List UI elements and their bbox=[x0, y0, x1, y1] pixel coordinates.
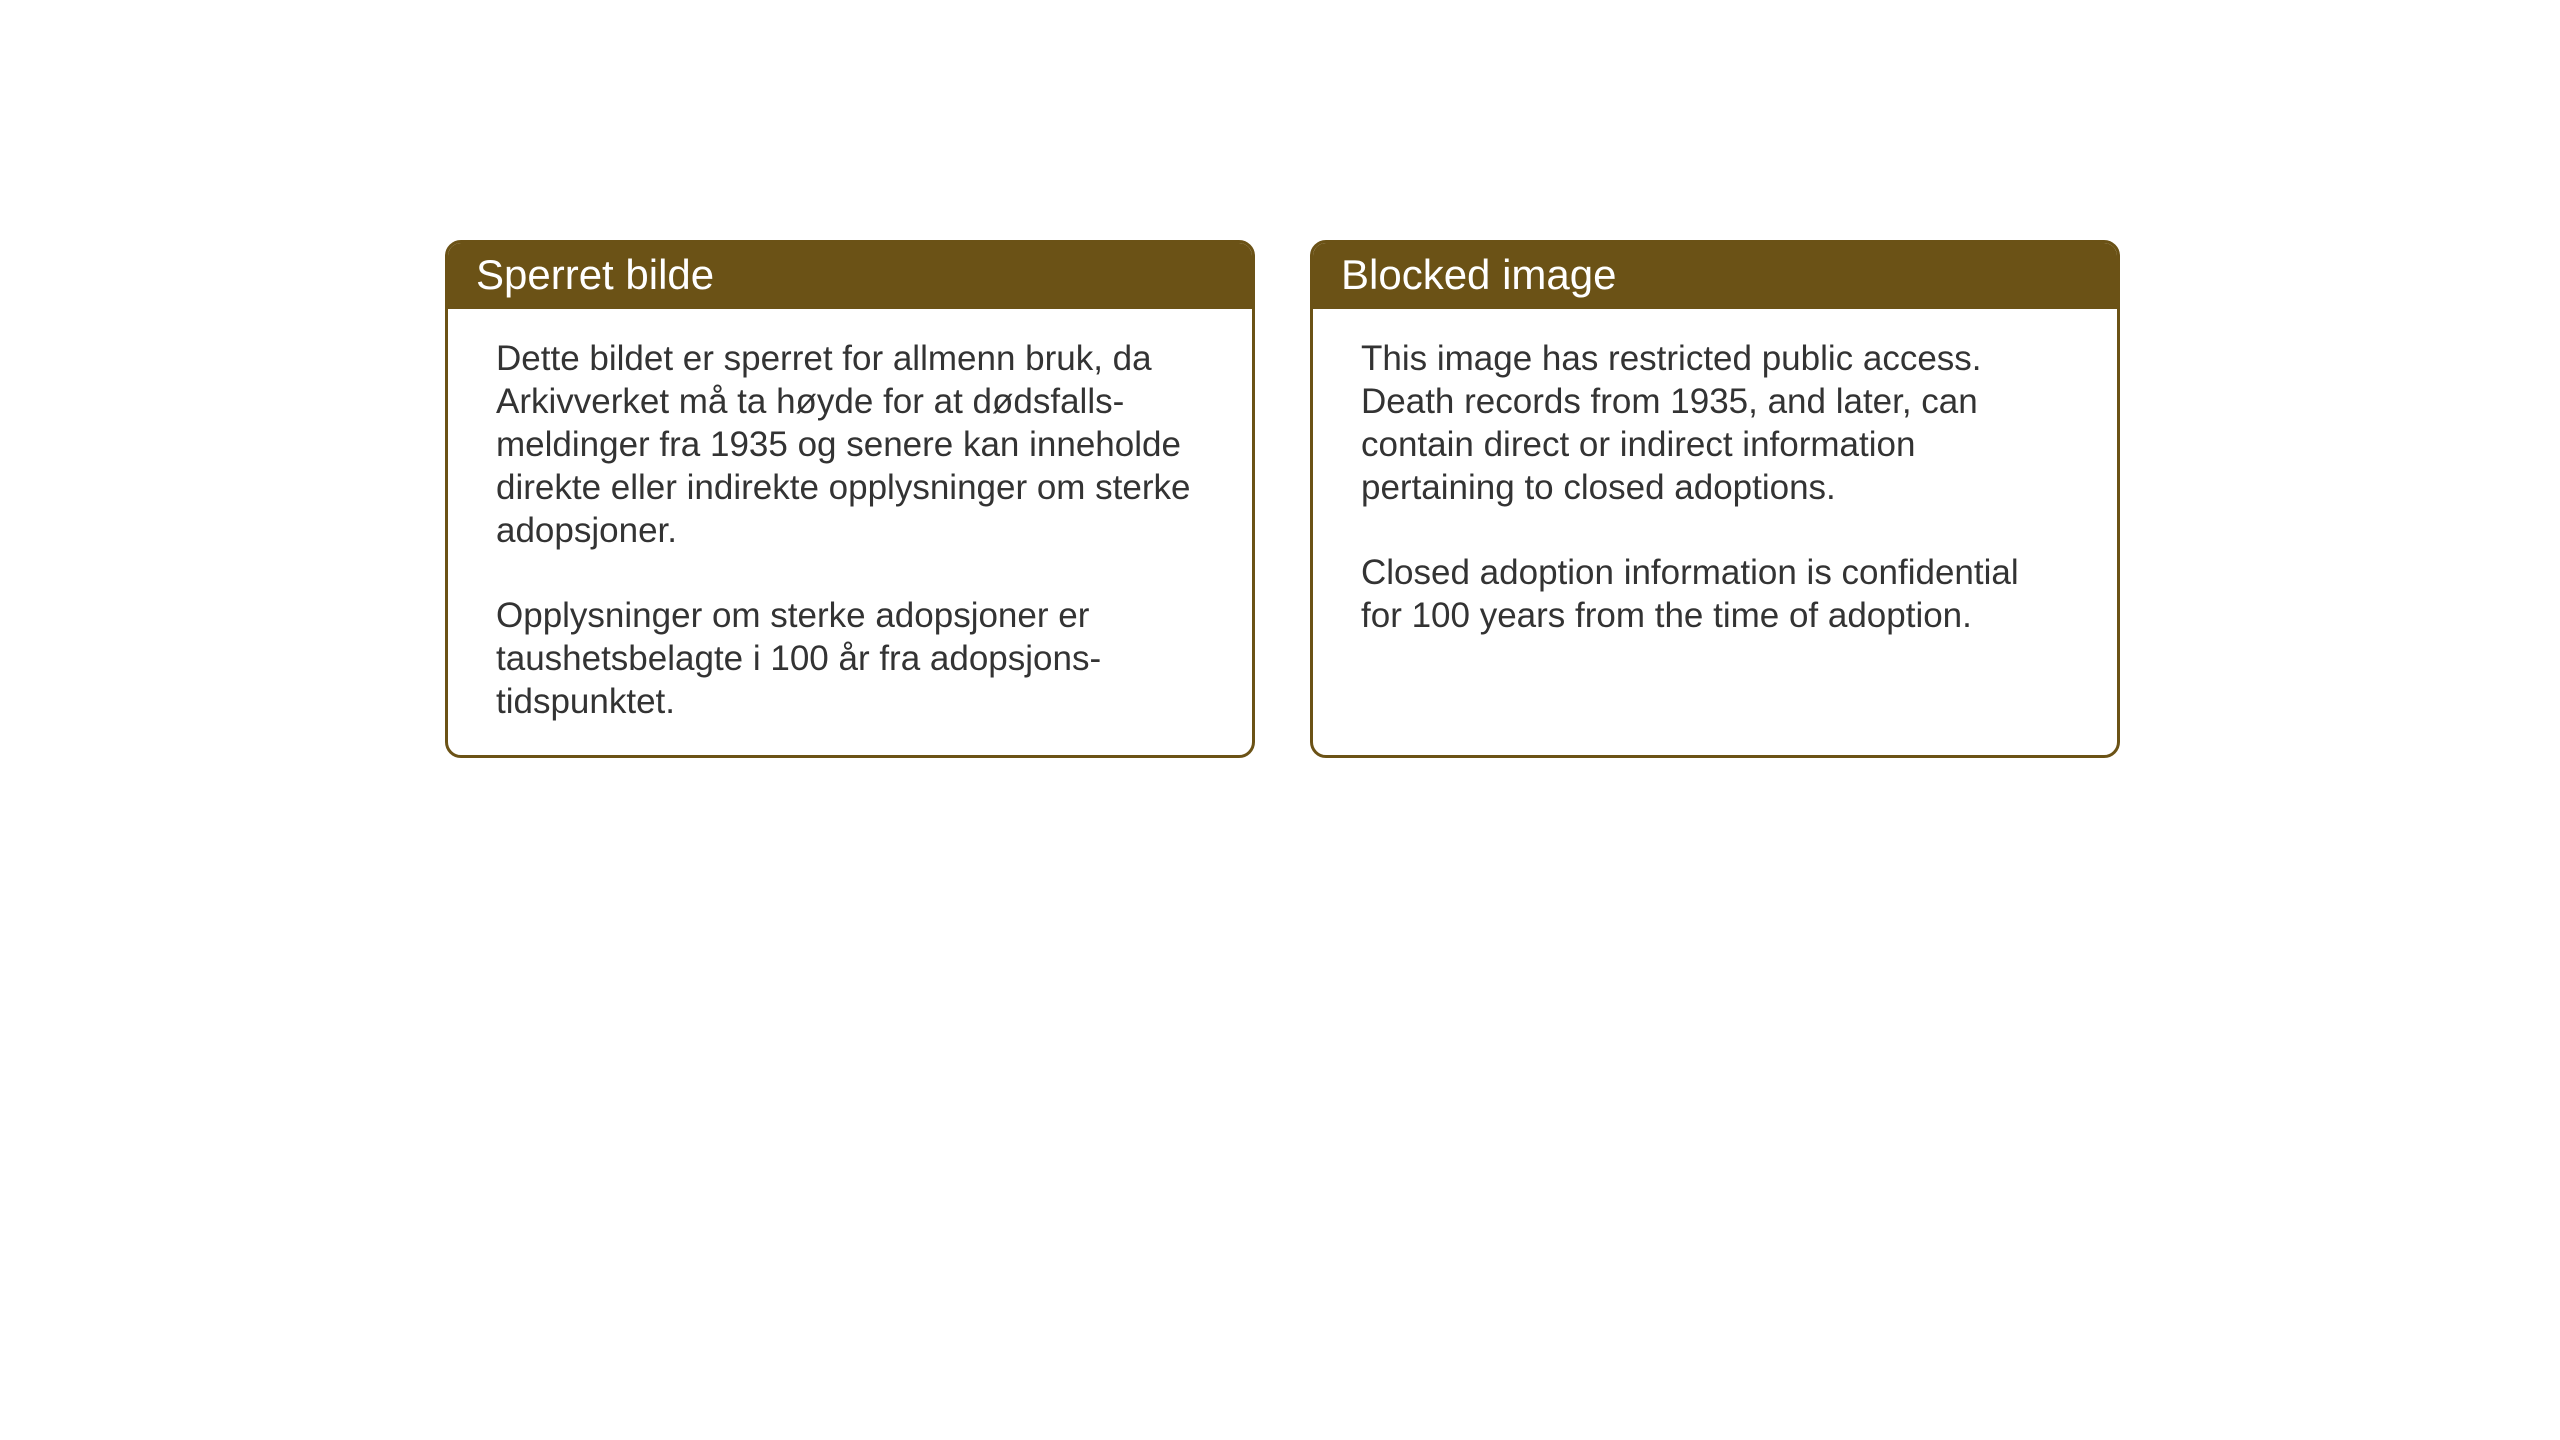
notice-container: Sperret bilde Dette bildet er sperret fo… bbox=[445, 240, 2120, 758]
notice-paragraph-1-norwegian: Dette bildet er sperret for allmenn bruk… bbox=[496, 337, 1204, 552]
notice-card-english: Blocked image This image has restricted … bbox=[1310, 240, 2120, 758]
notice-title-english: Blocked image bbox=[1341, 251, 1616, 298]
notice-body-english: This image has restricted public access.… bbox=[1313, 309, 2117, 669]
notice-body-norwegian: Dette bildet er sperret for allmenn bruk… bbox=[448, 309, 1252, 755]
notice-paragraph-2-norwegian: Opplysninger om sterke adopsjoner er tau… bbox=[496, 594, 1204, 723]
notice-title-norwegian: Sperret bilde bbox=[476, 251, 714, 298]
notice-paragraph-1-english: This image has restricted public access.… bbox=[1361, 337, 2069, 509]
notice-card-norwegian: Sperret bilde Dette bildet er sperret fo… bbox=[445, 240, 1255, 758]
notice-header-english: Blocked image bbox=[1313, 243, 2117, 309]
notice-header-norwegian: Sperret bilde bbox=[448, 243, 1252, 309]
notice-paragraph-2-english: Closed adoption information is confident… bbox=[1361, 551, 2069, 637]
